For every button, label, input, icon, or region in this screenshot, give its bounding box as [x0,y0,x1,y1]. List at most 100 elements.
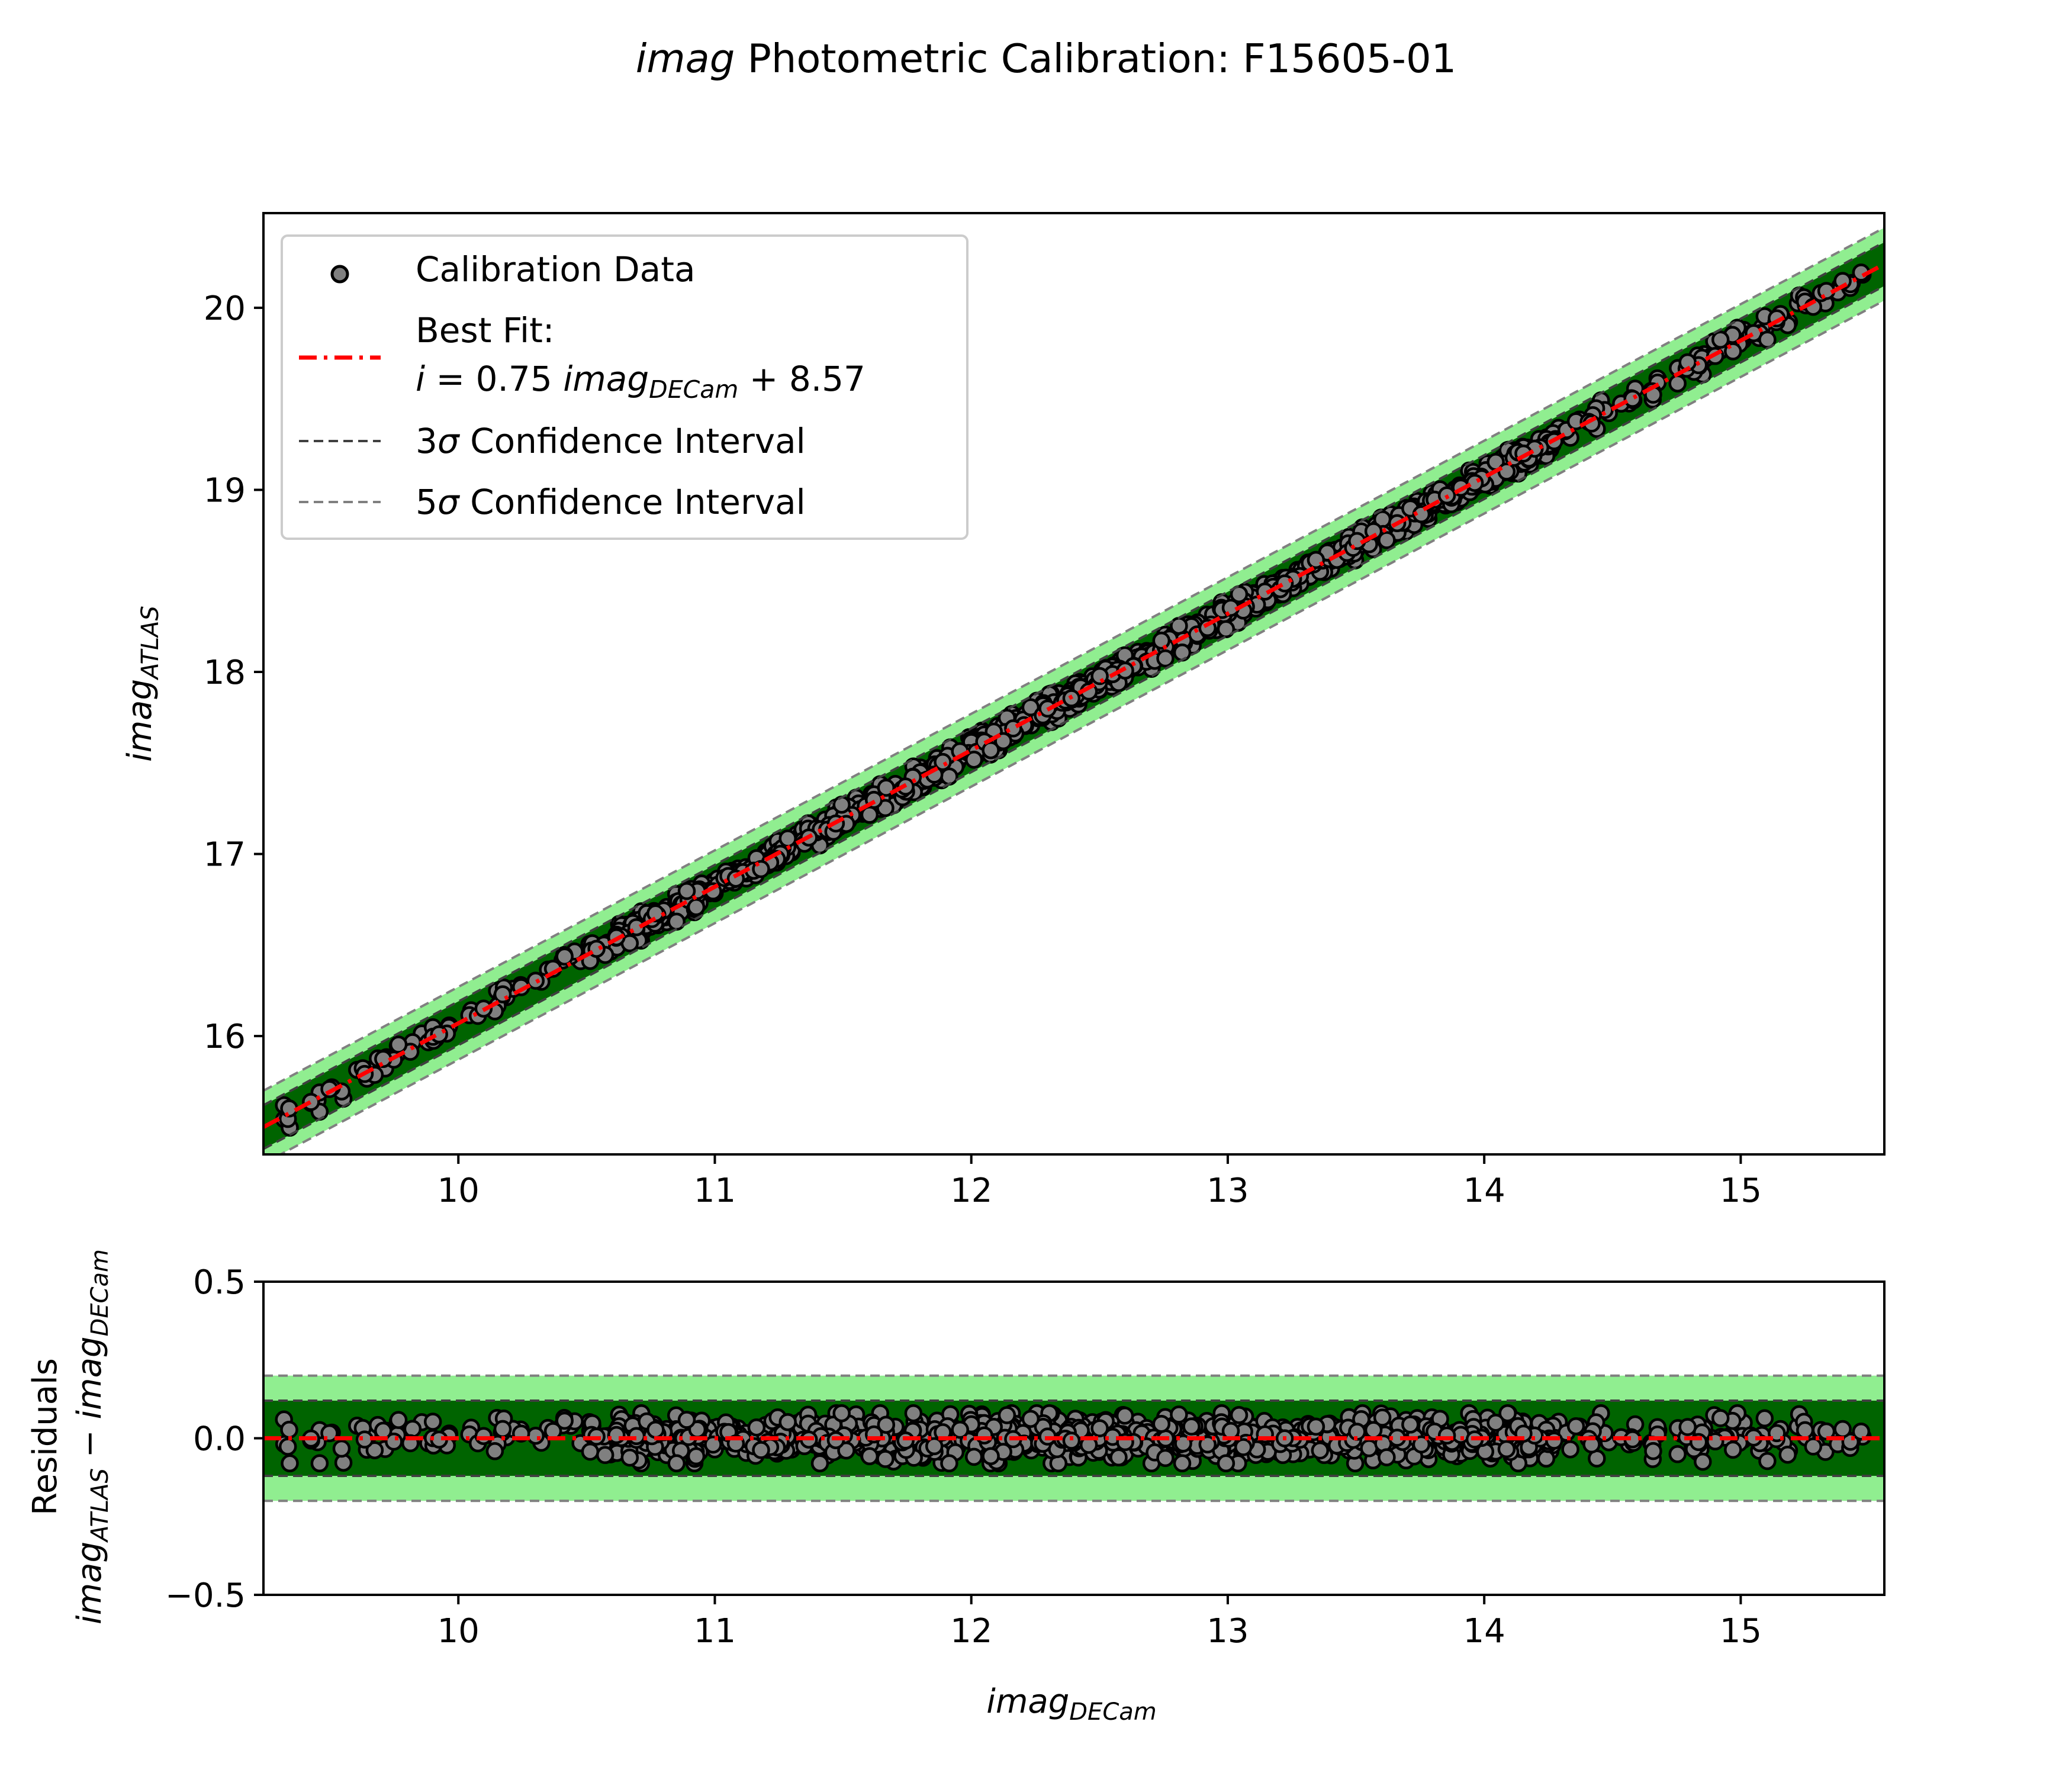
main-plot-area [263,226,1884,1154]
main-x-tick-label: 13 [1206,1172,1249,1210]
main-x-tick-label: 10 [437,1172,480,1210]
lower-5sigma-line [278,299,1884,1154]
main-x-tick-label: 11 [694,1172,736,1210]
main-axes-frame [262,212,1886,1156]
residual-point [627,1427,646,1446]
calibration-point [302,1093,320,1111]
residual-point [1833,1420,1852,1439]
main-y-tick-label: 19 [204,471,246,510]
residual-point [1678,1418,1697,1436]
residual-point [982,1447,1000,1465]
main-x-ticks: 10 11 12 13 14 15 [437,1154,1762,1210]
residual-point [964,1447,983,1466]
residual-point [940,1454,958,1473]
residual-point [310,1454,329,1473]
residual-point [526,1426,545,1445]
residual-point [1373,1408,1392,1427]
residual-point [1706,1432,1724,1451]
upper-5sigma-line [263,226,1884,1092]
legend: Calibration Data Best Fit: i = 0.75 imag… [281,234,969,540]
calibration-point [832,795,851,814]
residual-point [374,1421,392,1440]
residual-x-tick-label: 10 [437,1612,480,1650]
residual-point [1755,1409,1774,1428]
calibration-point [1275,574,1294,593]
residual-point [1778,1445,1797,1464]
residual-point [1311,1441,1330,1460]
residual-point [1545,1431,1563,1450]
residual-point [1182,1417,1201,1436]
residual-point [832,1404,851,1423]
residual-point [1378,1448,1396,1466]
residual-point [596,1446,614,1465]
residual-point [607,1426,626,1444]
residual-point [485,1442,504,1460]
residual-point [1694,1452,1712,1471]
residual-point [1307,1417,1325,1436]
residual-point [1234,1438,1253,1456]
residual-lines [263,1374,1884,1502]
residual-point [620,1448,639,1467]
main-y-tick-label: 16 [204,1018,246,1056]
residual-y-ticks: −0.5 0.0 0.5 [165,1263,263,1615]
calibration-point [1378,531,1396,549]
calibration-point [1497,462,1516,481]
residual-point [677,1411,696,1429]
calibration-point [860,806,879,824]
residual-point [1170,1405,1188,1424]
residual-point [1152,1414,1171,1433]
main-y-tick-label: 17 [204,836,246,874]
calibration-point [1668,374,1687,392]
residual-point [646,1420,665,1439]
residual-point [837,1441,855,1460]
residual-point [1668,1445,1687,1463]
residual-point [810,1454,829,1473]
calibration-point [778,829,797,848]
residual-y-tick-label: 0.0 [193,1420,246,1459]
residual-x-tick-label: 13 [1206,1612,1249,1650]
residual-point [1796,1421,1814,1440]
residual-point [332,1439,351,1458]
residual-point [555,1411,574,1430]
residual-x-tick-label: 12 [950,1612,992,1650]
main-y-ticks: 16 17 18 19 20 [204,289,263,1056]
calibration-point [1230,585,1249,603]
residual-point [752,1441,770,1459]
residual-point [1804,1437,1823,1456]
residual-point [877,1415,896,1434]
residual-point [474,1427,493,1445]
title-italic: imag [636,36,735,82]
residual-point [975,1426,993,1444]
residual-point [1401,1415,1420,1434]
residual-point [747,1418,766,1437]
calibration-point [964,750,983,769]
residual-point [389,1411,408,1429]
calibration-point [934,752,952,771]
residual-point [1115,1407,1134,1425]
residual-point [1437,1426,1456,1445]
residual-x-ticks: 10 11 12 13 14 15 [437,1595,1762,1650]
residual-point [860,1447,879,1466]
calibration-point [1156,649,1175,668]
upper-3sigma-line [263,241,1884,1106]
residual-point [493,1420,512,1439]
residual-point [1412,1435,1431,1454]
calibration-point [555,947,574,966]
calibration-point [1152,631,1171,650]
residual-x-axis-label: imagDECam [986,1682,1156,1726]
residual-point [1109,1448,1128,1467]
residual-point [1644,1442,1662,1460]
residual-y-axis-label-line1: Residuals [26,1358,65,1516]
calibration-point [1711,330,1730,349]
residual-point [998,1406,1016,1424]
main-y-tick-label: 20 [204,289,246,328]
residual-y-tick-label: −0.5 [165,1576,246,1615]
calibration-point [1021,698,1040,717]
residual-point [403,1420,422,1438]
residual-point [1561,1440,1579,1459]
residual-point [778,1413,797,1431]
calibration-point [1090,667,1109,686]
calibration-point [493,985,512,1003]
residual-point [904,1404,923,1423]
residual-point [1758,1452,1777,1471]
